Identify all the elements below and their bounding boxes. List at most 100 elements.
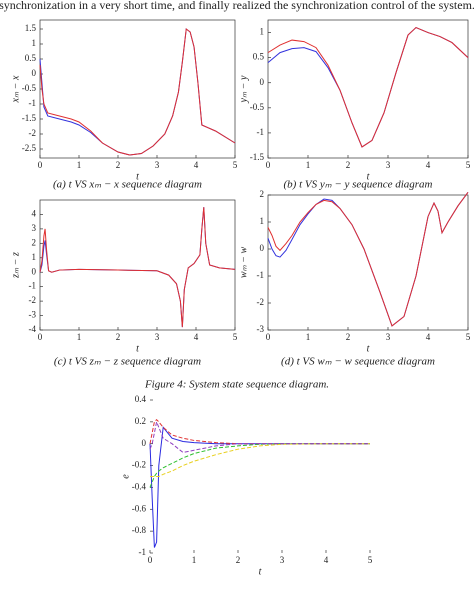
y-tick-label: -0.4 <box>132 481 147 491</box>
series-line <box>149 418 370 445</box>
subfigure-caption: (a) t VS xₘ − x sequence diagram <box>53 179 202 191</box>
x-tick-label: 0 <box>266 160 271 170</box>
x-tick-label: 2 <box>236 555 241 565</box>
y-tick-label: 0 <box>142 438 147 448</box>
x-axis-label: t <box>367 343 370 354</box>
y-tick-label: 1.5 <box>25 23 37 33</box>
y-tick-label: 2 <box>32 237 37 247</box>
y-tick-label: 0.5 <box>25 53 37 63</box>
y-tick-label: -0.5 <box>22 83 37 93</box>
y-tick-label: 0 <box>260 77 265 87</box>
y-tick-label: -1.5 <box>250 152 265 162</box>
y-tick-label: -2 <box>29 295 37 305</box>
y-tick-label: 0 <box>32 266 37 276</box>
y-tick-label: -3 <box>257 324 265 334</box>
y-tick-label: 1 <box>260 27 265 37</box>
x-axis-label: t <box>259 566 262 577</box>
y-tick-label: -0.2 <box>132 460 146 470</box>
x-tick-label: 4 <box>426 160 431 170</box>
y-tick-label: -0.5 <box>250 102 265 112</box>
plot-frame <box>267 194 469 331</box>
y-tick-label: -1 <box>139 547 147 557</box>
x-tick-label: 0 <box>148 555 153 565</box>
subfigure-caption: (c) t VS zₘ − z sequence diagram <box>54 356 201 368</box>
y-tick-label: -3 <box>29 310 37 320</box>
x-tick-label: 1 <box>77 332 82 342</box>
y-tick-label: 0.5 <box>253 52 265 62</box>
series-line <box>39 28 236 156</box>
series-line <box>39 207 236 328</box>
y-tick-label: 1 <box>260 216 265 226</box>
y-tick-label: 4 <box>32 209 37 219</box>
x-tick-label: 3 <box>386 332 391 342</box>
x-axis-label: t <box>136 171 139 182</box>
x-tick-label: 4 <box>194 160 199 170</box>
plot-frame <box>39 19 236 159</box>
y-tick-label: -2 <box>257 297 265 307</box>
x-tick-label: 5 <box>368 555 373 565</box>
y-tick-label: 0 <box>32 68 37 78</box>
y-tick-label: 1 <box>32 38 37 48</box>
x-tick-label: 5 <box>466 332 471 342</box>
plot-frame <box>267 19 469 159</box>
y-tick-label: -0.8 <box>132 525 147 535</box>
x-tick-label: 5 <box>233 332 238 342</box>
x-tick-label: 1 <box>192 555 197 565</box>
y-tick-label: 1 <box>32 252 37 262</box>
x-tick-label: 3 <box>155 160 160 170</box>
plot-frame <box>149 399 371 554</box>
y-tick-label: -1 <box>257 270 265 280</box>
x-tick-label: 2 <box>346 160 351 170</box>
y-tick-label: -2.5 <box>22 143 37 153</box>
y-tick-label: -0.6 <box>132 503 147 513</box>
x-tick-label: 1 <box>306 332 311 342</box>
body-text: synchronization in a very short time, an… <box>0 0 474 12</box>
series-line <box>267 26 469 148</box>
x-tick-label: 4 <box>324 555 329 565</box>
series-line <box>149 443 370 488</box>
series-line <box>267 192 469 327</box>
x-tick-label: 2 <box>116 160 121 170</box>
y-tick-label: -1.5 <box>22 113 37 123</box>
x-tick-label: 2 <box>346 332 351 342</box>
x-tick-label: 3 <box>155 332 160 342</box>
x-tick-label: 3 <box>386 160 391 170</box>
x-axis-label: t <box>136 343 139 354</box>
x-axis-label: t <box>367 171 370 182</box>
x-tick-label: 1 <box>306 160 311 170</box>
y-tick-label: 0 <box>260 243 265 253</box>
x-tick-label: 0 <box>266 332 271 342</box>
y-tick-label: 0.4 <box>135 394 147 404</box>
x-tick-label: 5 <box>233 160 238 170</box>
subfigure-caption: (d) t VS wₘ − w sequence diagram <box>281 356 435 368</box>
x-tick-label: 4 <box>194 332 199 342</box>
y-tick-label: 0.2 <box>135 416 146 426</box>
x-tick-label: 2 <box>116 332 121 342</box>
y-axis-label: yₘ − y <box>238 75 249 103</box>
subfigure-caption: (b) t VS yₘ − y sequence diagram <box>284 179 433 191</box>
series-line <box>39 28 236 156</box>
y-tick-label: -4 <box>29 324 37 334</box>
figure-caption: Figure 4: System state sequence diagram. <box>144 379 329 391</box>
x-tick-label: 1 <box>77 160 82 170</box>
series-line <box>267 26 469 148</box>
y-tick-label: 2 <box>260 189 265 199</box>
y-tick-label: -1 <box>257 127 265 137</box>
y-tick-label: -1 <box>29 98 37 108</box>
x-tick-label: 4 <box>426 332 431 342</box>
x-tick-label: 3 <box>280 555 285 565</box>
y-tick-label: -1 <box>29 281 37 291</box>
series-line <box>150 443 370 477</box>
y-axis-label: e <box>120 474 131 479</box>
y-axis-label: zₘ − z <box>10 252 21 279</box>
x-tick-label: 5 <box>466 160 471 170</box>
series-line <box>39 207 236 328</box>
y-tick-label: 3 <box>32 223 37 233</box>
x-tick-label: 0 <box>38 160 43 170</box>
x-tick-label: 0 <box>38 332 43 342</box>
series-line <box>149 426 370 548</box>
y-axis-label: wₘ − w <box>238 247 249 279</box>
y-tick-label: -2 <box>29 128 37 138</box>
